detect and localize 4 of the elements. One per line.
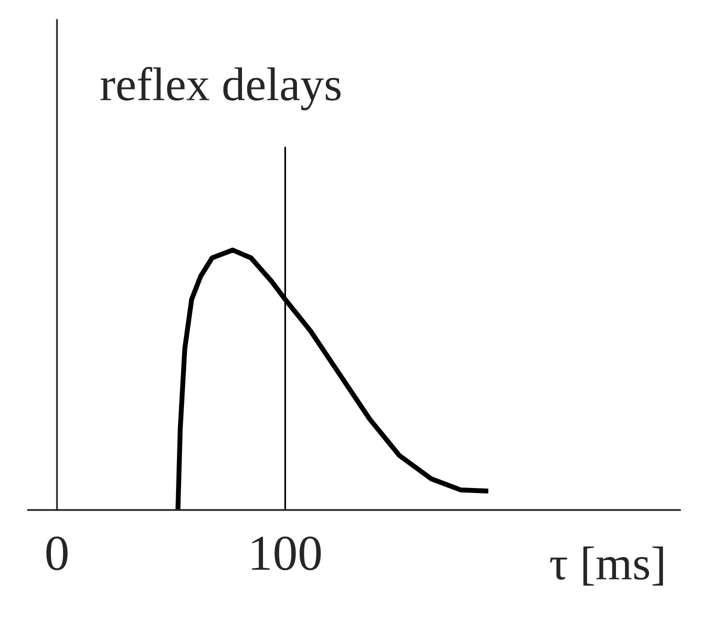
x-tick-label: 100 <box>252 536 321 570</box>
x-tick-label: 0 <box>46 536 68 570</box>
x-axis-title: τ [ms] <box>550 546 663 586</box>
chart-title: reflex delays <box>100 66 341 110</box>
